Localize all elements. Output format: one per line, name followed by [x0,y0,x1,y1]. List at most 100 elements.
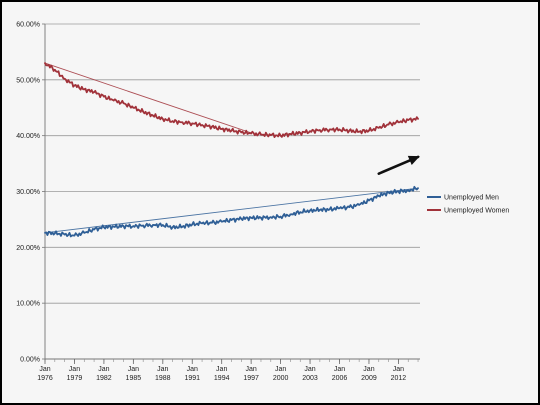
x-tick-label-month: Jan [69,366,80,373]
data-point [63,77,66,80]
x-tick-label-year: 2006 [332,375,348,382]
data-point [220,220,223,223]
data-point [210,221,213,224]
legend-label: Unemployed Women [444,208,509,215]
grid-lines [45,23,420,304]
y-tick-label: 20.00% [16,245,40,252]
data-point [220,128,223,130]
x-tick-label-month: Jan [275,366,286,373]
x-tick-label-year: 2012 [391,375,407,382]
data-point [387,191,390,194]
data-point [63,233,66,236]
data-point [73,84,76,87]
data-point [289,133,292,135]
data-point [191,122,194,125]
data-point [112,225,115,228]
x-tick-label-year: 1976 [37,375,53,382]
annotation-arrow-head [407,155,420,166]
data-point [230,129,233,132]
data-point [230,219,233,221]
data-point [299,131,302,134]
data-point [279,215,282,218]
data-point [103,95,105,98]
x-tick-label-year: 2000 [273,375,289,382]
x-tick-label-month: Jan [363,366,374,373]
data-point [260,216,262,219]
data-point [53,232,56,235]
y-tick-label: 0.00% [20,357,40,364]
data-point [210,125,213,128]
x-tick-label-year: 1988 [155,375,171,382]
y-tick-label: 60.00% [16,22,40,29]
data-point [318,209,321,211]
annotations [377,155,420,175]
data-point [112,99,115,102]
data-point [250,132,253,135]
x-tick-label-year: 2003 [302,375,318,382]
data-point [338,207,341,210]
data-point [122,225,125,228]
data-point [318,129,321,131]
data-point [181,121,184,124]
y-axis-tick-labels: 0.00% 10.00% 20.00% 30.00% 40.00% 50.00% 60.00… [16,22,40,364]
data-point [83,231,86,234]
data-point [397,190,400,193]
data-point [260,133,262,136]
x-tick-label-month: Jan [216,366,227,373]
x-tick-label-year: 1982 [96,375,112,382]
data-point [368,129,370,132]
x-tick-label-month: Jan [187,366,198,373]
data-point [201,222,203,225]
data-point [161,118,164,120]
data-point [53,68,56,71]
data-point [122,102,125,105]
data-point [397,121,400,124]
data-point [348,206,351,209]
data-point [299,211,302,214]
data-point [368,199,370,202]
trendline [44,187,419,234]
x-tick-label-month: Jan [246,366,257,373]
y-tick-label: 50.00% [16,77,40,84]
series-lines [44,62,419,238]
data-point [191,223,194,226]
x-tick-label-year: 1994 [214,375,230,382]
x-tick-label-year: 2009 [361,375,377,382]
x-tick-label-month: Jan [98,366,109,373]
x-tick-label-year: 1985 [126,375,142,382]
data-point [142,110,145,113]
data-point [240,217,243,220]
y-tick-label: 10.00% [16,301,40,308]
data-point [328,128,331,131]
legend: Unemployed Men Unemployed Women [427,195,509,215]
data-point [358,130,361,133]
x-axis-tick-labels: Jan 1976 Jan 1979 Jan 1982 Jan 1985 Jan 1988 Jan 19… [37,366,406,382]
data-point [44,231,46,234]
data-point [309,209,311,212]
y-tick-label: 40.00% [16,133,40,140]
trendlines [44,62,419,234]
data-point [250,216,253,219]
data-point [161,224,164,226]
trendline [44,62,252,134]
legend-label: Unemployed Men [444,195,499,202]
x-tick-label-month: Jan [39,366,50,373]
data-point [132,225,135,228]
data-point [44,62,46,64]
data-point [387,123,390,126]
data-point [73,234,76,237]
x-tick-label-month: Jan [157,366,168,373]
data-point [142,224,145,227]
x-tick-label-month: Jan [128,366,139,373]
data-point [328,208,331,211]
data-point [417,118,419,120]
data-point [407,189,410,192]
x-tick-label-month: Jan [304,366,315,373]
x-tick-label-year: 1979 [67,375,83,382]
x-tick-label-month: Jan [393,366,404,373]
data-point [348,129,351,132]
axes [42,23,420,364]
